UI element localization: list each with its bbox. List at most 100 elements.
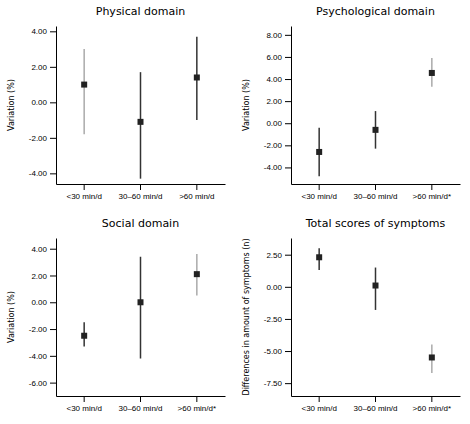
point: [316, 149, 322, 155]
y-axis-line: [291, 27, 292, 185]
y-tick: -5.00: [264, 347, 291, 356]
y-tick: -4.00: [29, 352, 56, 361]
point: [81, 82, 87, 88]
y-tick: -2.00: [264, 141, 291, 150]
y-tick-mark: [285, 351, 291, 352]
y-tick-mark: [285, 57, 291, 58]
y-tick-mark: [285, 167, 291, 168]
y-tick-mark: [285, 383, 291, 384]
y-tick-mark: [50, 31, 56, 32]
y-tick: -7.50: [264, 379, 291, 388]
y-tick-mark: [285, 145, 291, 146]
x-tick: >60 min/d*: [413, 184, 451, 201]
y-tick: 6.00: [266, 53, 291, 62]
x-tick-label: 30–60 min/d: [118, 192, 162, 201]
y-axis-line: [291, 239, 292, 397]
panel: -6.00-4.00-2.000.002.004.00<30 min/d30–6…: [7, 217, 226, 413]
y-tick-mark: [50, 173, 56, 174]
plot-area: -6.00-4.00-2.000.002.004.00<30 min/d30–6…: [29, 239, 226, 413]
x-tick: <30 min/d: [66, 396, 101, 413]
point: [429, 70, 435, 76]
y-tick: 8.00: [266, 31, 291, 40]
x-tick-mark: [196, 396, 197, 402]
y-tick: -2.00: [29, 325, 56, 334]
y-tick-mark: [285, 35, 291, 36]
error-bar: [140, 257, 142, 359]
x-tick-mark: [319, 184, 320, 190]
y-tick: -4.00: [29, 169, 56, 178]
y-axis: -6.00-4.00-2.000.002.004.00: [29, 239, 57, 397]
x-tick-mark: [431, 396, 432, 402]
x-tick-label: >60 min/d*: [413, 404, 451, 413]
y-tick: 0.00: [266, 119, 291, 128]
y-tick: 0.00: [31, 98, 56, 107]
x-axis: <30 min/d 30–60 min/d >60 min/d*: [292, 184, 461, 201]
x-tick-mark: [319, 396, 320, 402]
y-axis-line: [56, 27, 57, 185]
x-tick-mark: [84, 184, 85, 190]
y-tick: 4.00: [266, 75, 291, 84]
y-axis: -4.00 -2.00 0.00 2.00 4.00 6.00 8.00: [264, 27, 292, 185]
y-axis-title: Variation (%): [242, 79, 251, 131]
point: [373, 283, 379, 289]
y-tick: -6.00: [29, 379, 56, 388]
x-tick-label: >60 min/d*: [178, 404, 216, 413]
y-axis-line: [56, 239, 57, 397]
x-tick: 30–60 min/d: [118, 184, 162, 201]
y-tick-label: 8.00: [266, 31, 282, 40]
x-tick: 30–60 min/d: [353, 184, 397, 201]
y-tick-mark: [285, 79, 291, 80]
plot-area: -7.50 -5.00 -2.50 0.00 2.50 <30 min/d30–60 mi…: [264, 239, 461, 413]
y-tick-label: 0.00: [266, 119, 282, 128]
y-tick: -2.00: [29, 134, 56, 143]
y-tick-label: -2.00: [29, 325, 48, 334]
x-tick-mark: [375, 396, 376, 402]
x-tick-mark: [375, 184, 376, 190]
x-tick-label: <30 min/d: [66, 192, 101, 201]
y-tick-label: 6.00: [266, 53, 282, 62]
panel: -7.50 -5.00 -2.50 0.00 2.50 <30 min/d30–60 mi…: [242, 217, 461, 413]
x-axis: <30 min/d30–60 min/d>60 min/d*: [292, 396, 461, 413]
y-tick-mark: [50, 102, 56, 103]
y-tick-label: -2.50: [264, 315, 283, 324]
x-tick-label: >60 min/d*: [413, 192, 451, 201]
y-tick-mark: [285, 287, 291, 288]
y-tick-mark: [50, 356, 56, 357]
point: [316, 254, 322, 260]
x-tick: <30 min/d: [66, 184, 101, 201]
y-tick-label: 0.00: [31, 98, 47, 107]
y-tick-label: 2.00: [31, 63, 47, 72]
x-tick-mark: [140, 396, 141, 402]
y-tick-label: -4.00: [29, 169, 48, 178]
title: Social domain: [102, 217, 179, 230]
x-tick-label: <30 min/d: [66, 404, 101, 413]
y-tick-mark: [50, 329, 56, 330]
point: [429, 354, 435, 360]
x-tick: >60 min/d: [179, 184, 214, 201]
y-tick-mark: [285, 319, 291, 320]
point: [194, 74, 200, 80]
y-axis: -4.00-2.000.002.004.00: [29, 27, 57, 185]
y-tick-label: 2.00: [266, 97, 282, 106]
y-tick-label: -2.00: [29, 134, 48, 143]
x-axis: <30 min/d 30–60 min/d >60 min/d: [57, 184, 226, 201]
x-tick-mark: [196, 184, 197, 190]
title: Physical domain: [96, 5, 185, 18]
panel: -4.00-2.000.002.004.00<30 min/d30–60 min…: [7, 5, 226, 201]
plot-area: -4.00 -2.00 0.00 2.00 4.00 6.00 8.00 <30 min/d 3…: [264, 27, 461, 201]
y-tick: 0.00: [266, 283, 291, 292]
y-tick-label: -4.00: [264, 163, 283, 172]
y-tick-mark: [50, 138, 56, 139]
y-tick-label: 2.50: [266, 251, 282, 260]
x-tick: >60 min/d*: [413, 396, 451, 413]
y-tick: 4.00: [31, 245, 56, 254]
x-tick-label: <30 min/d: [301, 192, 336, 201]
y-tick-mark: [50, 302, 56, 303]
y-tick-label: 4.00: [266, 75, 282, 84]
marks: [316, 58, 435, 176]
title: Psychological domain: [316, 5, 435, 18]
x-tick-mark: [84, 396, 85, 402]
point: [194, 271, 200, 277]
error-bar: [83, 49, 85, 134]
y-tick-label: -2.00: [264, 141, 283, 150]
